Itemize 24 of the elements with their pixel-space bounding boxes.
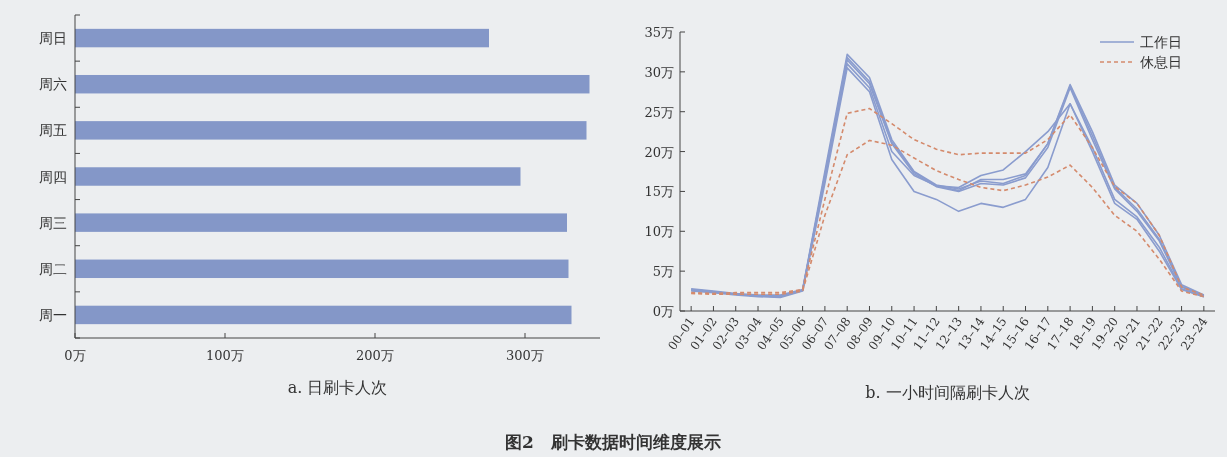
y-tick-label: 周三 (39, 214, 67, 231)
y-tick-label: 10万 (644, 224, 674, 240)
y-tick-label: 35万 (644, 25, 674, 40)
text: a. 日刷卡人次 (287, 378, 388, 397)
y-tick-label: 周二 (39, 260, 67, 277)
y-tick-label: 25万 (644, 104, 674, 120)
y-tick-label: 0万 (652, 304, 674, 319)
y-tick-label: 30万 (644, 64, 674, 80)
y-tick-label: 周四 (39, 168, 67, 185)
legend-label: 工作日 (1140, 34, 1182, 50)
y-tick-label: 15万 (644, 184, 674, 200)
y-tick-label: 周日 (39, 30, 67, 47)
y-tick-label: 5万 (652, 264, 674, 280)
y-tick-label: 周一 (39, 306, 67, 323)
y-tick-label: 20万 (644, 144, 674, 160)
legend-label: 休息日 (1140, 54, 1182, 70)
y-tick-label: 周六 (39, 76, 67, 93)
text: b. 一小时间隔刷卡人次 (865, 383, 1030, 402)
x-tick-label: 200万 (356, 348, 394, 363)
x-tick-label: 0万 (64, 348, 86, 363)
caption: 图2 刷卡数据时间维度展示 (505, 432, 721, 452)
x-tick-label: 100万 (206, 348, 244, 363)
y-tick-label: 周五 (39, 122, 67, 139)
x-tick-label: 300万 (506, 348, 544, 363)
